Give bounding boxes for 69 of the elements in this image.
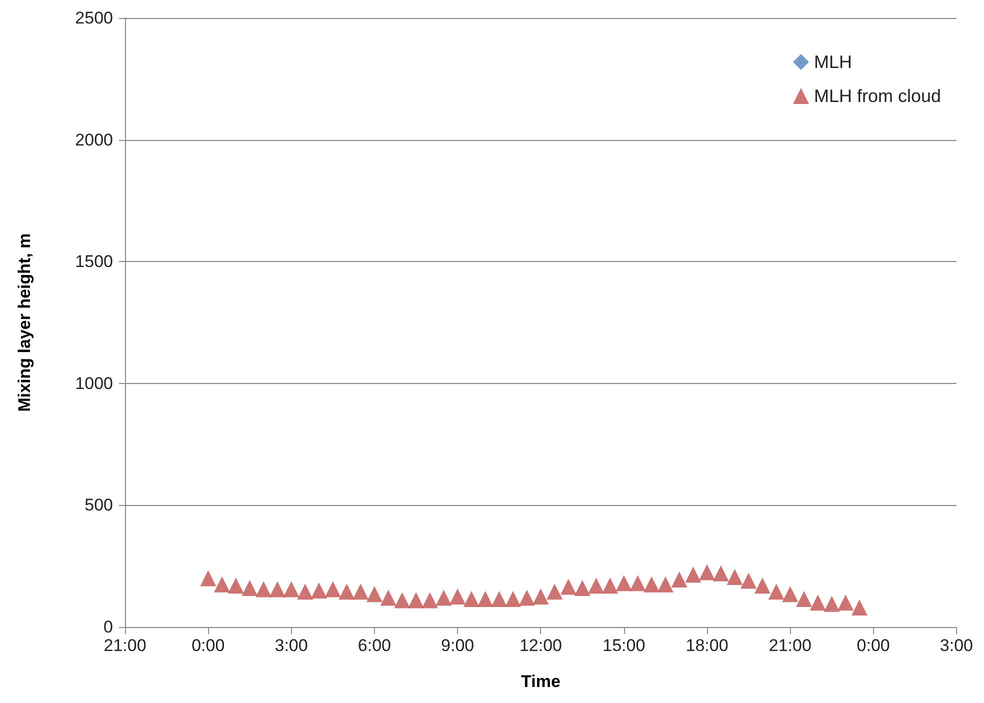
point — [422, 592, 438, 608]
point — [796, 590, 812, 607]
point — [671, 572, 688, 588]
point — [602, 578, 618, 594]
point — [228, 578, 244, 594]
point — [560, 578, 576, 595]
point — [200, 570, 216, 586]
legend-label: MLH — [814, 52, 852, 72]
point — [851, 600, 868, 616]
x-tick-label: 0:00 — [856, 636, 890, 655]
point — [297, 584, 314, 600]
y-tick-label: 2000 — [75, 130, 113, 150]
point — [463, 590, 480, 607]
point — [546, 584, 563, 600]
x-tick-label: 21:00 — [104, 636, 146, 655]
point — [740, 572, 757, 589]
point — [588, 578, 604, 594]
point — [518, 590, 535, 606]
point — [477, 590, 494, 607]
point — [712, 565, 729, 582]
x-tick-label: 3:00 — [940, 636, 974, 655]
point — [338, 584, 355, 600]
x-tick-label: 9:00 — [441, 636, 474, 655]
point — [574, 580, 590, 596]
point — [657, 576, 674, 592]
y-axis-title: Mixing layer height, m — [15, 233, 34, 412]
legend-label: MLH from cloud — [814, 86, 942, 106]
x-tick-label: 21:00 — [768, 636, 812, 655]
x-tick-label: 18:00 — [686, 636, 728, 655]
point — [699, 564, 716, 580]
point — [256, 581, 272, 598]
point — [768, 584, 784, 600]
point — [394, 592, 410, 608]
point — [242, 580, 258, 596]
y-tick-label: 1500 — [75, 252, 113, 272]
y-tick-label: 2500 — [75, 8, 113, 28]
point — [311, 582, 328, 598]
point — [324, 581, 341, 598]
x-tick-label: 12:00 — [519, 636, 562, 655]
point — [352, 584, 369, 600]
y-tick-label: 0 — [104, 618, 113, 636]
point — [408, 592, 424, 608]
point — [283, 581, 300, 598]
point — [380, 590, 396, 606]
point — [436, 590, 452, 606]
point — [450, 588, 466, 605]
x-axis-title: Time — [521, 672, 560, 691]
point — [616, 575, 632, 592]
point — [824, 596, 840, 612]
point — [505, 590, 522, 607]
x-tick-label: 6:00 — [358, 636, 391, 655]
y-tick-label: 1000 — [75, 374, 113, 393]
x-tick-label: 3:00 — [274, 636, 308, 655]
point — [726, 569, 743, 586]
point — [810, 594, 826, 611]
x-tick-label: 15:00 — [602, 636, 646, 655]
point — [366, 586, 382, 602]
point — [754, 578, 770, 594]
point — [532, 588, 549, 605]
point — [644, 576, 660, 592]
y-tick-label: 500 — [84, 496, 113, 515]
x-tick-label: 0:00 — [192, 636, 225, 655]
point — [782, 586, 798, 602]
point — [838, 594, 854, 611]
point — [269, 581, 286, 598]
point — [491, 590, 508, 607]
point — [685, 566, 702, 583]
point — [630, 575, 646, 592]
point — [214, 576, 230, 592]
